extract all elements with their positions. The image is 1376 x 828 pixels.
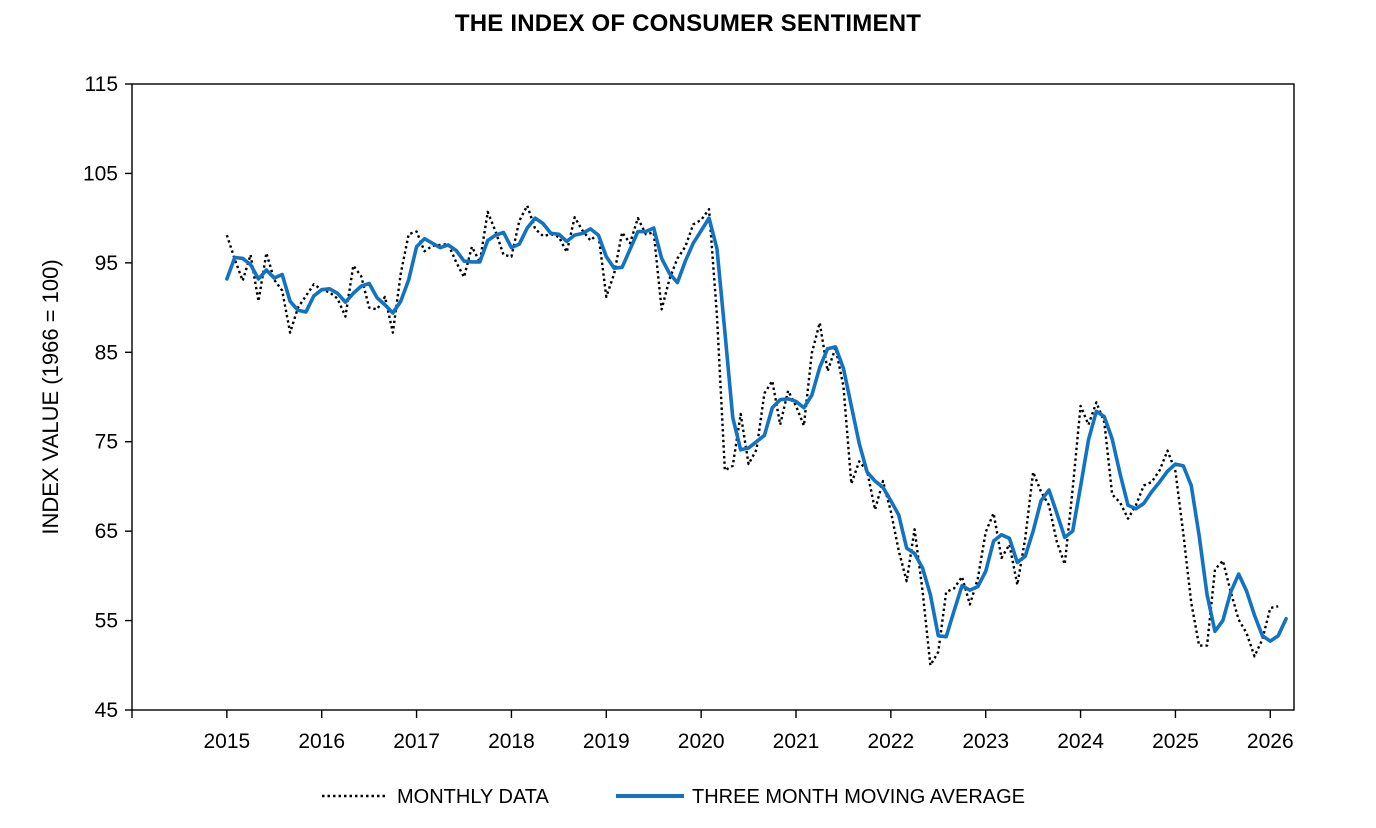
y-tick-label: 85 xyxy=(95,341,118,364)
y-tick-label: 75 xyxy=(95,431,118,454)
x-tick-label: 2021 xyxy=(773,730,820,753)
x-axis: 2015 2016 2017 2018 2019 2020 2021 2022 2023 2024… xyxy=(131,710,1294,753)
x-tick-label: 2023 xyxy=(962,730,1009,753)
series-layer xyxy=(225,204,1288,667)
legend: MONTHLY DATA THREE MONTH MOVING AVERAGE xyxy=(322,786,1025,808)
x-tick-label: 2016 xyxy=(298,730,345,753)
plot-area xyxy=(131,83,1295,711)
x-tick-label: 2017 xyxy=(393,730,440,753)
y-tick-label: 105 xyxy=(83,162,118,185)
series-moving-average-line xyxy=(225,216,1288,643)
series-monthly-data-line xyxy=(225,204,1279,667)
x-tick-label: 2026 xyxy=(1247,730,1294,753)
x-tick-label: 2020 xyxy=(678,730,725,753)
legend-label-average: THREE MONTH MOVING AVERAGE xyxy=(692,786,1025,808)
legend-label-monthly: MONTHLY DATA xyxy=(397,786,550,808)
y-tick-label: 45 xyxy=(95,699,118,722)
y-axis: 115 105 95 85 75 65 55 45 xyxy=(83,73,132,722)
x-tick-label: 2024 xyxy=(1057,730,1104,753)
y-tick-label: 55 xyxy=(95,610,118,633)
y-tick-label: 65 xyxy=(95,520,118,543)
x-tick-label: 2018 xyxy=(488,730,535,753)
x-tick-label: 2025 xyxy=(1152,730,1199,753)
x-tick-label: 2019 xyxy=(583,730,630,753)
x-tick-label: 2015 xyxy=(203,730,250,753)
y-tick-label: 95 xyxy=(95,252,118,275)
y-axis-title: INDEX VALUE (1966 = 100) xyxy=(38,259,63,534)
y-tick-label: 115 xyxy=(85,73,118,96)
chart-title: THE INDEX OF CONSUMER SENTIMENT xyxy=(454,10,922,37)
x-tick-label: 2022 xyxy=(867,730,914,753)
